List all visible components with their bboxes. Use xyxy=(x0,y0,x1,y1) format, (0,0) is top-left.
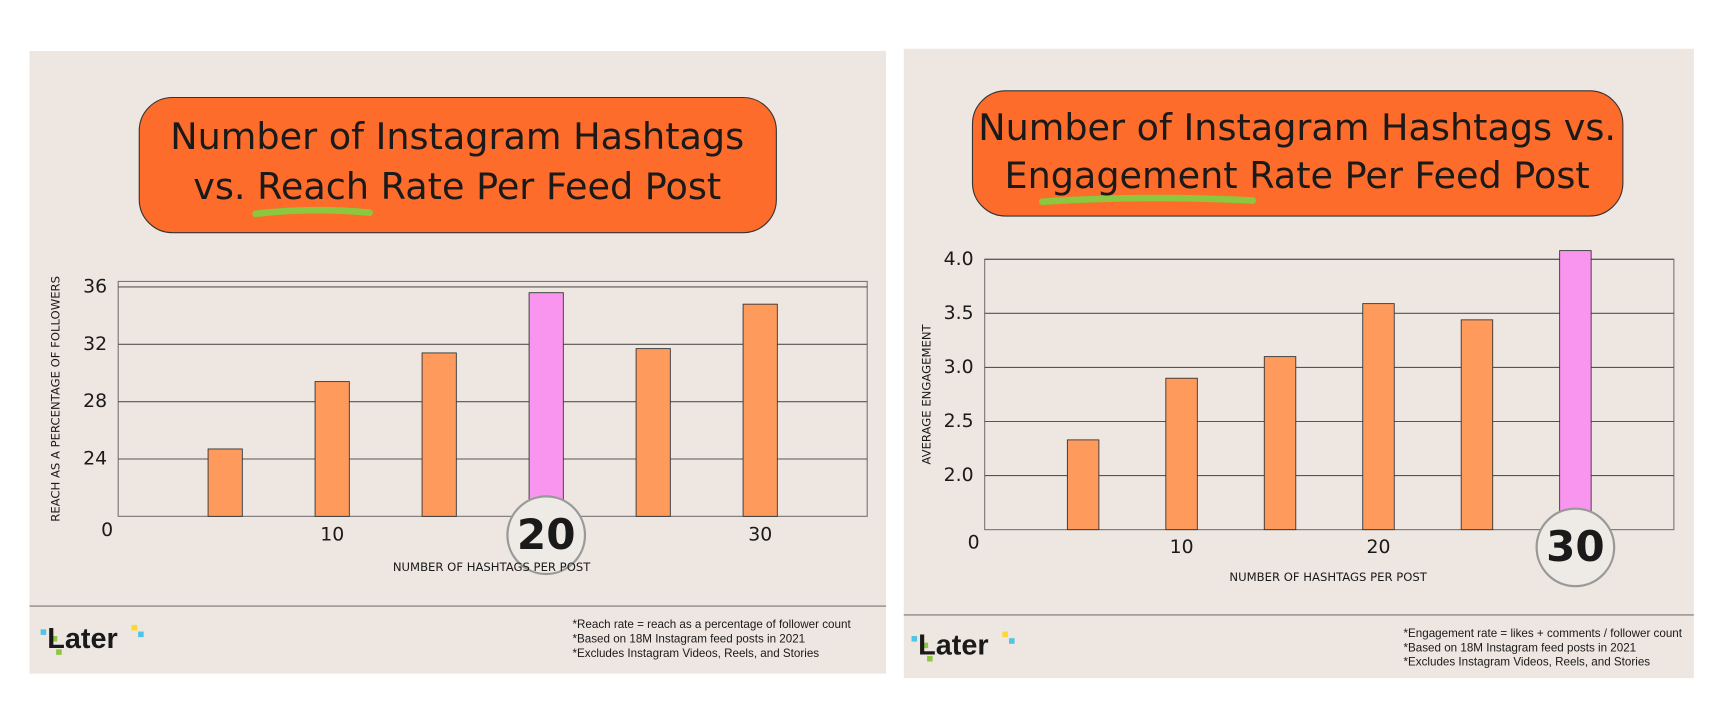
bar xyxy=(314,381,350,517)
title-box xyxy=(138,96,777,234)
bar xyxy=(1066,439,1100,531)
bar xyxy=(1460,319,1494,531)
x-tick-label: 10 xyxy=(320,525,344,546)
footnote: *Excludes Instagram Videos, Reels, and S… xyxy=(572,647,819,660)
bar xyxy=(1165,377,1198,531)
x-axis-label: NUMBER OF HASHTAGS PER POST xyxy=(1229,570,1427,584)
footnote: *Based on 18M Instagram feed posts in 20… xyxy=(1404,641,1637,654)
bar xyxy=(528,292,564,517)
x-tick-label: 0 xyxy=(968,532,980,553)
bar xyxy=(421,352,457,517)
x-tick-label: 30 xyxy=(748,525,772,546)
logo: Later xyxy=(918,630,988,662)
plot-frame xyxy=(117,280,868,517)
x-tick-label: 30 xyxy=(1546,522,1605,571)
x-tick-label: 10 xyxy=(1170,537,1194,558)
logo-pixel xyxy=(1009,638,1015,644)
chart-title: vs. Reach Rate Per Feed Post xyxy=(193,165,721,208)
y-tick-label: 2.0 xyxy=(944,465,974,486)
logo-pixel xyxy=(922,642,929,649)
y-tick-label: 3.5 xyxy=(944,303,974,324)
footnote: *Based on 18M Instagram feed posts in 20… xyxy=(572,632,805,645)
y-tick-label: 2.5 xyxy=(944,411,974,432)
logo-pixel xyxy=(927,655,933,662)
x-tick-label: 20 xyxy=(517,510,576,559)
y-axis-label: REACH AS A PERCENTAGE OF FOLLOWERS xyxy=(49,276,63,522)
y-tick-label: 32 xyxy=(83,334,107,355)
logo: Later xyxy=(47,623,117,655)
highlight-circle xyxy=(1535,507,1616,588)
y-tick-label: 3.0 xyxy=(944,357,974,378)
chart-title: Engagement Rate Per Feed Post xyxy=(1004,154,1589,197)
chart-title: Number of Instagram Hashtags xyxy=(170,115,744,158)
bar xyxy=(207,448,243,517)
footnote: *Excludes Instagram Videos, Reels, and S… xyxy=(1404,656,1651,669)
bar xyxy=(1263,356,1297,531)
bar xyxy=(635,348,671,517)
bar xyxy=(1559,250,1592,531)
y-tick-label: 28 xyxy=(83,391,107,412)
bar xyxy=(742,303,778,517)
logo-pixel xyxy=(56,649,62,655)
logo-pixel xyxy=(40,629,47,635)
logo-pixel xyxy=(1002,631,1008,638)
y-tick-label: 4.0 xyxy=(944,249,974,270)
bar xyxy=(1362,303,1395,531)
logo-pixel xyxy=(138,631,144,638)
logo-pixel xyxy=(131,624,138,631)
y-axis-label: AVERAGE ENGAGEMENT xyxy=(920,323,934,464)
title-box xyxy=(971,90,1624,217)
logo-pixel xyxy=(51,636,58,642)
x-axis-label: NUMBER OF HASHTAGS PER POST xyxy=(393,560,591,574)
y-tick-label: 24 xyxy=(83,448,107,469)
highlight-circle xyxy=(506,495,587,576)
chart-title: Number of Instagram Hashtags vs. xyxy=(978,106,1616,149)
footnote: *Engagement rate = likes + comments / fo… xyxy=(1404,627,1683,640)
x-tick-label: 0 xyxy=(101,520,113,541)
underline-squiggle xyxy=(1038,194,1257,205)
x-tick-label: 20 xyxy=(1367,537,1391,558)
underline-squiggle xyxy=(252,206,374,218)
footnote: *Reach rate = reach as a percentage of f… xyxy=(572,618,851,631)
logo-pixel xyxy=(911,636,918,642)
y-tick-label: 36 xyxy=(83,276,107,297)
